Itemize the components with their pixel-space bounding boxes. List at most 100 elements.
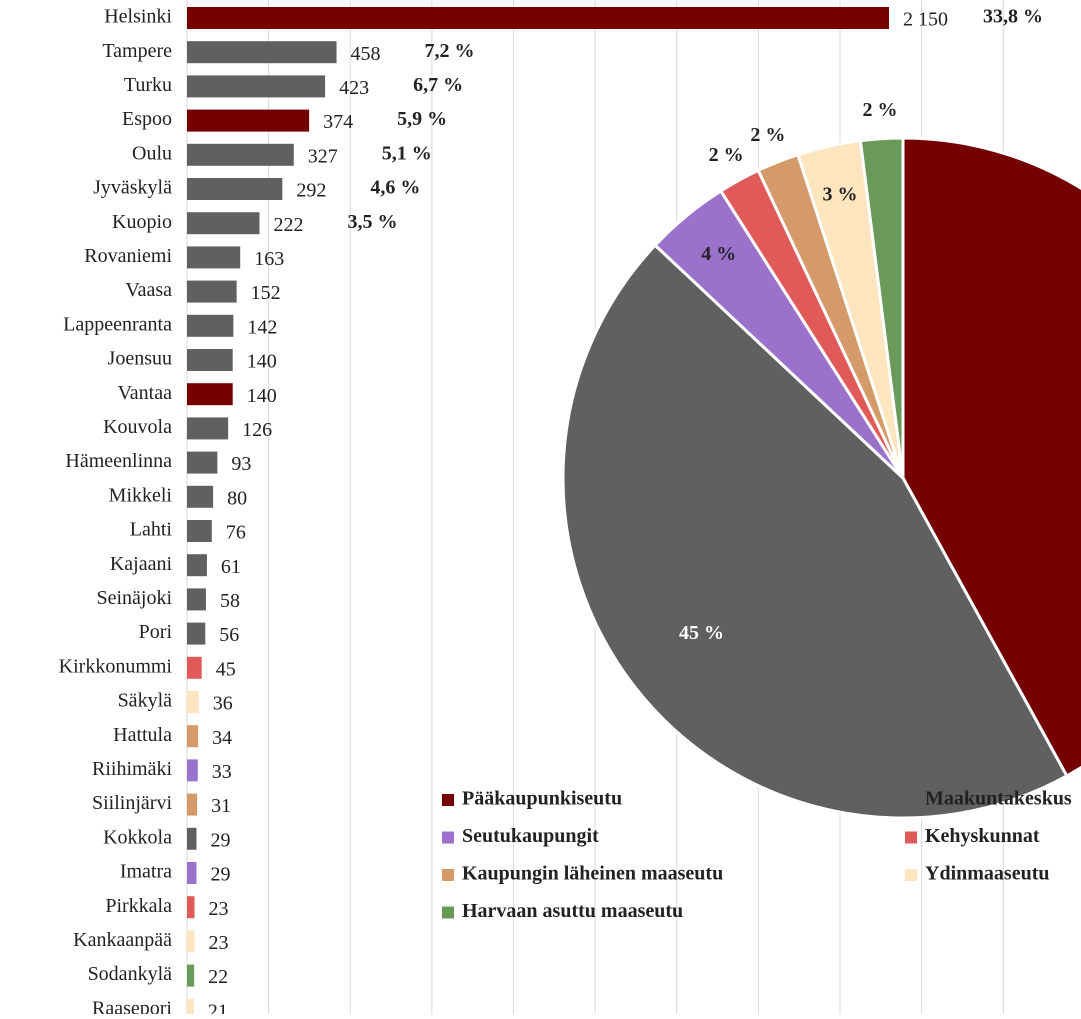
value-label: 93 bbox=[231, 453, 251, 475]
bar bbox=[187, 109, 310, 132]
category-label: Vaasa bbox=[125, 279, 172, 301]
legend-swatch bbox=[905, 794, 917, 806]
legend-label: Maakuntakeskus bbox=[925, 788, 1072, 810]
bar bbox=[187, 930, 195, 953]
value-label: 126 bbox=[242, 419, 272, 441]
category-label: Lappeenranta bbox=[63, 313, 172, 335]
bar bbox=[187, 622, 206, 645]
legend-label: Kehyskunnat bbox=[925, 825, 1040, 847]
value-label: 58 bbox=[220, 590, 240, 612]
category-label: Pori bbox=[139, 621, 173, 643]
category-label: Tampere bbox=[102, 40, 172, 62]
value-label: 222 bbox=[273, 214, 303, 236]
legend-label: Kaupungin läheinen maaseutu bbox=[462, 863, 723, 885]
legend-swatch bbox=[442, 906, 454, 919]
slice-label: 2 % bbox=[750, 124, 785, 146]
legend-swatch bbox=[905, 831, 917, 844]
slice-label: 2 % bbox=[862, 99, 897, 121]
legend-swatch bbox=[442, 831, 454, 844]
category-label: Turku bbox=[124, 74, 172, 96]
value-label: 374 bbox=[323, 111, 353, 133]
category-label: Pirkkala bbox=[105, 895, 172, 917]
value-label: 152 bbox=[251, 282, 281, 304]
value-label: 45 bbox=[216, 658, 236, 680]
bar bbox=[187, 314, 234, 337]
category-label: Imatra bbox=[120, 861, 172, 883]
category-label: Siilinjärvi bbox=[92, 792, 172, 814]
bar bbox=[187, 554, 207, 577]
legend-label: Ydinmaaseutu bbox=[925, 863, 1049, 885]
bar bbox=[187, 485, 214, 508]
category-label: Kirkkonummi bbox=[59, 655, 173, 677]
bar bbox=[187, 862, 197, 884]
share-label: 4,6 % bbox=[370, 177, 420, 199]
category-label: Raasepori bbox=[92, 997, 172, 1014]
category-label: Vantaa bbox=[118, 382, 173, 404]
legend-label: Seutukaupungit bbox=[462, 825, 599, 847]
share-label: 5,1 % bbox=[382, 142, 432, 164]
value-label: 22 bbox=[208, 966, 228, 988]
value-label: 33 bbox=[212, 761, 232, 783]
value-label: 23 bbox=[209, 898, 229, 920]
value-label: 142 bbox=[247, 316, 277, 338]
bar bbox=[187, 451, 218, 474]
category-label: Oulu bbox=[132, 142, 172, 164]
value-label: 23 bbox=[209, 932, 229, 954]
share-label: 6,7 % bbox=[413, 74, 463, 96]
bar bbox=[187, 656, 202, 679]
bar bbox=[187, 896, 195, 919]
legend-swatch bbox=[442, 869, 454, 881]
category-label: Lahti bbox=[130, 519, 173, 541]
value-label: 2 150 bbox=[903, 9, 948, 31]
bar bbox=[187, 212, 260, 235]
category-label: Säkylä bbox=[118, 690, 173, 712]
value-label: 80 bbox=[227, 487, 247, 509]
category-label: Kankaanpää bbox=[73, 929, 172, 951]
value-label: 458 bbox=[351, 43, 381, 65]
pie-slice bbox=[561, 243, 1069, 820]
category-label: Joensuu bbox=[108, 348, 172, 370]
share-label: 5,9 % bbox=[397, 108, 447, 130]
category-label: Kouvola bbox=[103, 416, 172, 438]
value-label: 76 bbox=[226, 522, 246, 544]
category-label: Jyväskylä bbox=[93, 177, 172, 199]
bar bbox=[187, 520, 212, 542]
bar bbox=[187, 588, 206, 611]
value-label: 56 bbox=[219, 624, 239, 646]
bar bbox=[187, 280, 237, 303]
bar bbox=[187, 75, 326, 98]
bar bbox=[187, 964, 195, 987]
bar bbox=[187, 246, 241, 269]
value-label: 292 bbox=[296, 180, 326, 202]
value-label: 34 bbox=[212, 727, 232, 749]
value-label: 21 bbox=[208, 1000, 228, 1014]
category-label: Riihimäki bbox=[92, 758, 172, 780]
category-label: Seinäjoki bbox=[96, 587, 172, 609]
slice-label: 4 % bbox=[701, 243, 736, 265]
bar bbox=[187, 41, 337, 64]
category-label: Helsinki bbox=[104, 6, 172, 28]
category-label: Mikkeli bbox=[109, 484, 173, 506]
value-label: 140 bbox=[247, 385, 277, 407]
bar bbox=[187, 7, 889, 29]
category-label: Hämeenlinna bbox=[65, 450, 172, 472]
share-label: 7,2 % bbox=[425, 40, 475, 62]
value-label: 29 bbox=[210, 829, 230, 851]
category-label: Kajaani bbox=[110, 553, 173, 575]
share-label: 3,5 % bbox=[347, 211, 397, 233]
value-label: 140 bbox=[247, 351, 277, 373]
category-label: Hattula bbox=[113, 724, 172, 746]
legend-swatch bbox=[905, 869, 917, 881]
value-label: 423 bbox=[339, 77, 369, 99]
value-label: 31 bbox=[211, 795, 231, 817]
bar bbox=[187, 349, 233, 371]
value-label: 36 bbox=[213, 693, 233, 715]
bar bbox=[187, 143, 294, 166]
value-label: 163 bbox=[254, 248, 284, 270]
value-label: 327 bbox=[308, 145, 338, 167]
category-label: Rovaniemi bbox=[84, 245, 172, 267]
pie-slice bbox=[858, 136, 905, 479]
category-label: Kokkola bbox=[103, 826, 172, 848]
category-label: Kuopio bbox=[112, 211, 172, 233]
